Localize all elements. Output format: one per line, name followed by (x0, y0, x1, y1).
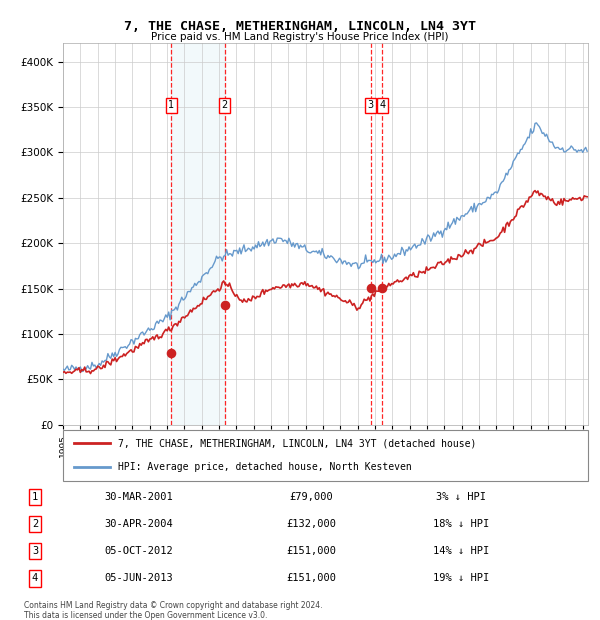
Text: 18% ↓ HPI: 18% ↓ HPI (433, 519, 490, 529)
Point (377, 283, 387, 293)
Text: 14% ↓ HPI: 14% ↓ HPI (433, 546, 490, 556)
Point (166, 348, 176, 358)
Text: 1: 1 (168, 100, 174, 110)
Text: £132,000: £132,000 (287, 519, 337, 529)
Text: This data is licensed under the Open Government Licence v3.0.: This data is licensed under the Open Gov… (24, 611, 268, 620)
Text: 1: 1 (32, 492, 38, 502)
Point (366, 283, 376, 293)
Text: 3: 3 (368, 100, 374, 110)
Text: 4: 4 (379, 100, 385, 110)
Text: 3: 3 (32, 546, 38, 556)
Text: 05-OCT-2012: 05-OCT-2012 (104, 546, 173, 556)
Text: Price paid vs. HM Land Registry's House Price Index (HPI): Price paid vs. HM Land Registry's House … (151, 32, 449, 42)
Text: 2: 2 (32, 519, 38, 529)
Text: £151,000: £151,000 (287, 574, 337, 583)
Text: HPI: Average price, detached house, North Kesteven: HPI: Average price, detached house, Nort… (118, 462, 412, 472)
Text: 3% ↓ HPI: 3% ↓ HPI (436, 492, 486, 502)
Text: 2: 2 (221, 100, 228, 110)
FancyBboxPatch shape (63, 430, 588, 480)
Text: 7, THE CHASE, METHERINGHAM, LINCOLN, LN4 3YT (detached house): 7, THE CHASE, METHERINGHAM, LINCOLN, LN4… (118, 438, 476, 448)
Text: 30-APR-2004: 30-APR-2004 (104, 519, 173, 529)
Text: £79,000: £79,000 (290, 492, 334, 502)
Text: 19% ↓ HPI: 19% ↓ HPI (433, 574, 490, 583)
Text: 30-MAR-2001: 30-MAR-2001 (104, 492, 173, 502)
Text: 4: 4 (32, 574, 38, 583)
Text: 05-JUN-2013: 05-JUN-2013 (104, 574, 173, 583)
Text: £151,000: £151,000 (287, 546, 337, 556)
Text: 7, THE CHASE, METHERINGHAM, LINCOLN, LN4 3YT: 7, THE CHASE, METHERINGHAM, LINCOLN, LN4… (124, 20, 476, 33)
Point (220, 300, 229, 310)
Bar (171, 43, 224, 425)
Text: Contains HM Land Registry data © Crown copyright and database right 2024.: Contains HM Land Registry data © Crown c… (24, 601, 323, 611)
